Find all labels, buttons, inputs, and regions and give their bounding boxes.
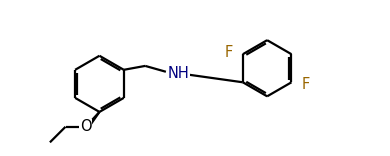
Text: F: F — [301, 77, 310, 92]
Text: O: O — [80, 119, 92, 134]
Text: NH: NH — [168, 66, 190, 81]
Text: F: F — [225, 45, 233, 60]
